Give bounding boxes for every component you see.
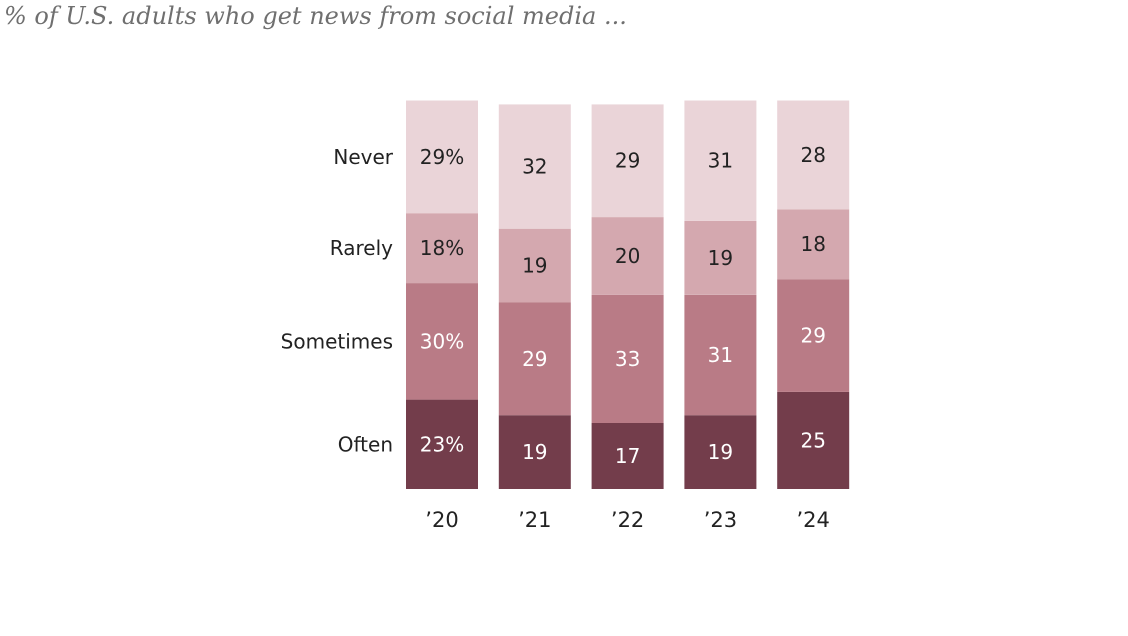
data-label-rarely-4: 19 (708, 246, 733, 270)
bar-segment-never-4 (684, 100, 757, 221)
data-label-never-5: 28 (800, 143, 825, 167)
bar-segment-never-1 (406, 100, 478, 214)
data-label-rarely-3: 20 (615, 244, 640, 268)
bar-segment-rarely-1 (406, 213, 478, 284)
bar-segment-rarely-2 (498, 228, 571, 303)
bar-segment-sometimes-1 (406, 283, 478, 400)
data-label-often-1: 23% (420, 432, 464, 456)
bar-segment-often-4 (684, 415, 757, 489)
bar-segment-rarely-3 (591, 217, 664, 295)
data-label-often-2: 19 (522, 440, 547, 464)
chart-subtitle: % of U.S. adults who get news from socia… (4, 2, 627, 30)
x-tick-label-5: ’24 (796, 508, 829, 532)
x-tick-label-1: ’20 (425, 508, 458, 532)
row-label-often: Often (338, 432, 393, 456)
bar-segment-rarely-4 (684, 220, 757, 295)
data-label-sometimes-4: 31 (708, 343, 733, 367)
row-label-never: Never (333, 145, 393, 169)
bar-segment-often-3 (591, 423, 664, 489)
bar-segment-rarely-5 (777, 209, 850, 280)
data-label-often-4: 19 (708, 440, 733, 464)
data-label-never-4: 31 (708, 149, 733, 173)
bar-segment-never-5 (777, 100, 850, 210)
row-label-rarely: Rarely (330, 236, 393, 260)
data-label-sometimes-3: 33 (615, 347, 640, 371)
data-label-rarely-2: 19 (522, 254, 547, 278)
bar-segment-often-1 (406, 399, 478, 489)
data-label-often-5: 25 (800, 428, 825, 452)
x-tick-label-4: ’23 (704, 508, 737, 532)
bar-segment-never-2 (498, 104, 571, 229)
data-label-never-2: 32 (522, 155, 547, 179)
data-label-sometimes-2: 29 (522, 347, 547, 371)
bar-segment-sometimes-2 (498, 302, 571, 416)
bar-segment-often-2 (498, 415, 571, 489)
bar-segment-sometimes-5 (777, 279, 850, 392)
bar-segment-sometimes-3 (591, 294, 664, 423)
data-label-sometimes-1: 30% (420, 329, 464, 353)
row-label-sometimes: Sometimes (281, 329, 393, 353)
bar-segment-never-3 (591, 104, 664, 218)
data-label-often-3: 17 (615, 444, 640, 468)
data-label-rarely-1: 18% (420, 236, 464, 260)
data-label-never-3: 29 (615, 149, 640, 173)
bar-segment-often-5 (777, 391, 850, 489)
data-label-never-1: 29% (420, 145, 464, 169)
data-label-rarely-5: 18 (800, 232, 825, 256)
x-tick-label-3: ’22 (611, 508, 644, 532)
bar-segment-sometimes-4 (684, 294, 757, 416)
x-tick-label-2: ’21 (518, 508, 551, 532)
data-label-sometimes-5: 29 (800, 324, 825, 348)
